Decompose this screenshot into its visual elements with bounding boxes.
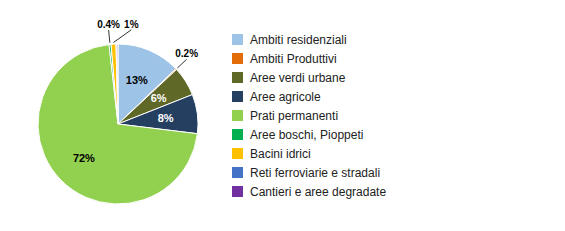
leader-line bbox=[109, 30, 110, 43]
legend-swatch bbox=[232, 129, 243, 140]
legend-label: Cantieri e aree degradate bbox=[250, 185, 386, 199]
legend-label: Aree boschi, Pioppeti bbox=[250, 128, 363, 142]
chart: 13%0.2%6%8%72%0.4%1%Ambiti residenzialiA… bbox=[0, 0, 565, 231]
data-label: 6% bbox=[151, 92, 167, 104]
legend-swatch bbox=[232, 110, 243, 121]
slices bbox=[38, 44, 198, 204]
legend-label: Aree agricole bbox=[250, 90, 321, 104]
legend-label: Ambiti Produttivi bbox=[250, 52, 337, 66]
legend-label: Ambiti residenziali bbox=[250, 33, 347, 47]
legend: Ambiti residenziali Ambiti Produttivi Aree… bbox=[232, 33, 386, 199]
pie-slice bbox=[38, 45, 197, 204]
chart-container: 13%0.2%6%8%72%0.4%1%Ambiti residenzialiA… bbox=[0, 0, 565, 231]
legend-swatch bbox=[232, 186, 243, 197]
data-label: 72% bbox=[73, 152, 95, 164]
data-label: 0.2% bbox=[175, 48, 198, 59]
legend-swatch bbox=[232, 91, 243, 102]
data-label: 0.4% bbox=[97, 19, 120, 30]
legend-swatch bbox=[232, 34, 243, 45]
legend-label: Reti ferroviarie e stradali bbox=[250, 166, 380, 180]
leader-line bbox=[113, 30, 131, 43]
data-labels: 13% 0.2% 6% 8% 72% 0.4% 1% bbox=[73, 19, 198, 164]
data-label: 13% bbox=[126, 74, 148, 86]
legend-swatch bbox=[232, 53, 243, 64]
leader-line bbox=[177, 59, 186, 68]
pie-slice bbox=[111, 44, 118, 124]
legend-swatch bbox=[232, 148, 243, 159]
legend-label: Aree verdi urbane bbox=[250, 71, 346, 85]
legend-swatch bbox=[232, 72, 243, 83]
data-label: 8% bbox=[158, 112, 174, 124]
data-label: 1% bbox=[124, 19, 139, 30]
pie-slice bbox=[116, 44, 118, 124]
legend-label: Prati permanenti bbox=[250, 109, 338, 123]
legend-label: Bacini idrici bbox=[250, 147, 311, 161]
pie-slice bbox=[109, 44, 118, 124]
pie-slice bbox=[117, 44, 119, 124]
legend-swatch bbox=[232, 167, 243, 178]
